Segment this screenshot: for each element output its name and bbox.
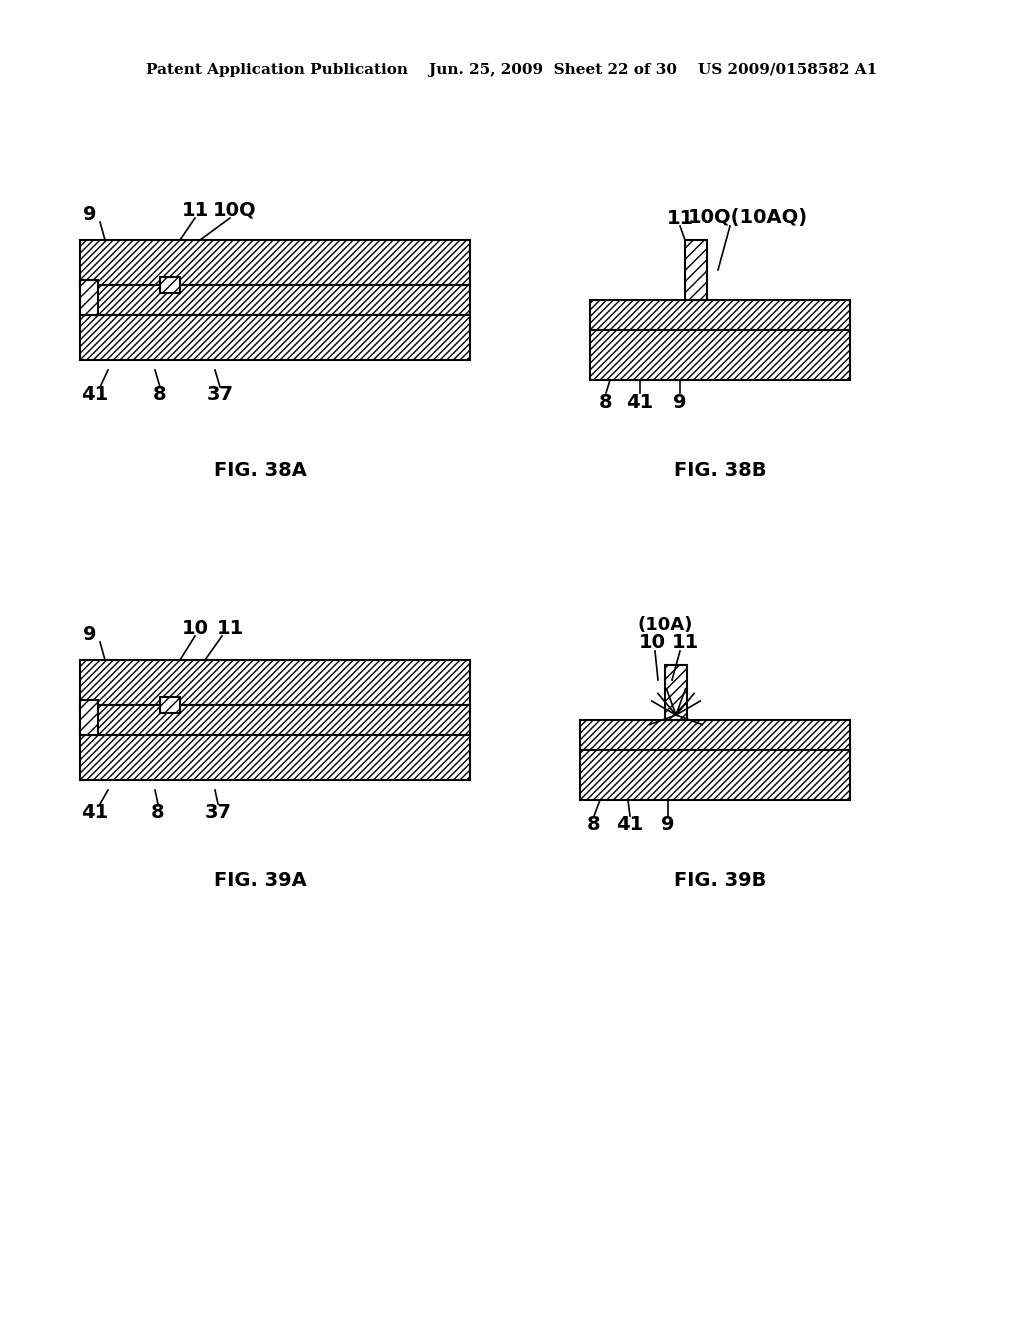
Text: 8: 8 — [152, 803, 165, 821]
Text: 11: 11 — [181, 201, 209, 219]
Bar — [80, 660, 470, 705]
Text: (10A): (10A) — [637, 616, 692, 634]
Text: 11: 11 — [672, 634, 698, 652]
Text: FIG. 38A: FIG. 38A — [214, 461, 306, 479]
Text: 10Q: 10Q — [213, 201, 257, 219]
Bar — [665, 665, 687, 719]
Bar — [590, 300, 850, 330]
Text: 41: 41 — [81, 385, 109, 404]
Text: 10: 10 — [181, 619, 209, 638]
Bar — [580, 750, 850, 800]
Text: 10Q(10AQ): 10Q(10AQ) — [688, 209, 808, 227]
Text: 10: 10 — [639, 634, 666, 652]
Bar — [80, 700, 98, 735]
Text: 41: 41 — [616, 816, 644, 834]
Bar — [80, 705, 470, 735]
Text: 11: 11 — [216, 619, 244, 638]
Text: 9: 9 — [662, 816, 675, 834]
Text: 37: 37 — [205, 803, 231, 821]
Bar — [80, 315, 470, 360]
Text: 41: 41 — [81, 803, 109, 821]
Bar — [80, 240, 470, 285]
Text: 8: 8 — [599, 392, 612, 412]
Bar — [590, 330, 850, 380]
Text: FIG. 38B: FIG. 38B — [674, 461, 766, 479]
Text: Patent Application Publication    Jun. 25, 2009  Sheet 22 of 30    US 2009/01585: Patent Application Publication Jun. 25, … — [146, 63, 878, 77]
Text: 8: 8 — [154, 385, 167, 404]
Text: 9: 9 — [83, 626, 96, 644]
Bar — [80, 280, 98, 315]
Bar — [160, 697, 180, 713]
Text: 9: 9 — [673, 392, 687, 412]
Text: 8: 8 — [587, 816, 601, 834]
Text: 9: 9 — [83, 206, 96, 224]
Text: FIG. 39A: FIG. 39A — [214, 870, 306, 890]
Bar — [80, 285, 470, 315]
Bar — [580, 719, 850, 750]
Bar — [160, 277, 180, 293]
Text: 11: 11 — [667, 209, 693, 227]
Bar — [685, 240, 707, 300]
Text: 37: 37 — [207, 385, 233, 404]
Bar — [80, 735, 470, 780]
Text: 41: 41 — [627, 392, 653, 412]
Text: FIG. 39B: FIG. 39B — [674, 870, 766, 890]
